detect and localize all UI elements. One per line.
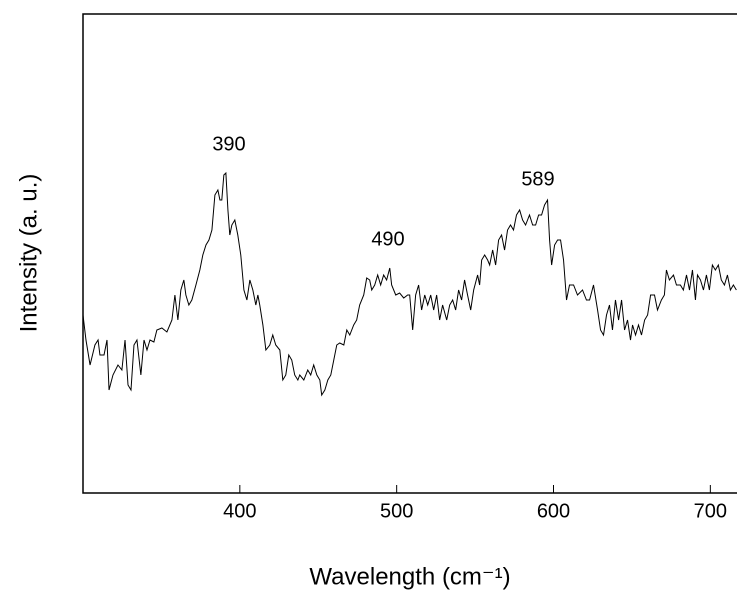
x-tick-label: 400 [223, 500, 256, 522]
x-tick-label: 700 [694, 500, 727, 522]
peak-annotation: 490 [371, 228, 404, 250]
x-axis-title: Wavelength (cm⁻¹) [309, 563, 510, 590]
plot-frame [82, 13, 737, 494]
data-line [82, 171, 737, 397]
x-tick-label: 500 [380, 500, 413, 522]
y-axis-title: Intensity (a. u.) [15, 174, 42, 333]
peak-annotation: 390 [212, 133, 245, 155]
peak-annotation: 589 [521, 168, 554, 190]
x-tick-label: 600 [537, 500, 570, 522]
